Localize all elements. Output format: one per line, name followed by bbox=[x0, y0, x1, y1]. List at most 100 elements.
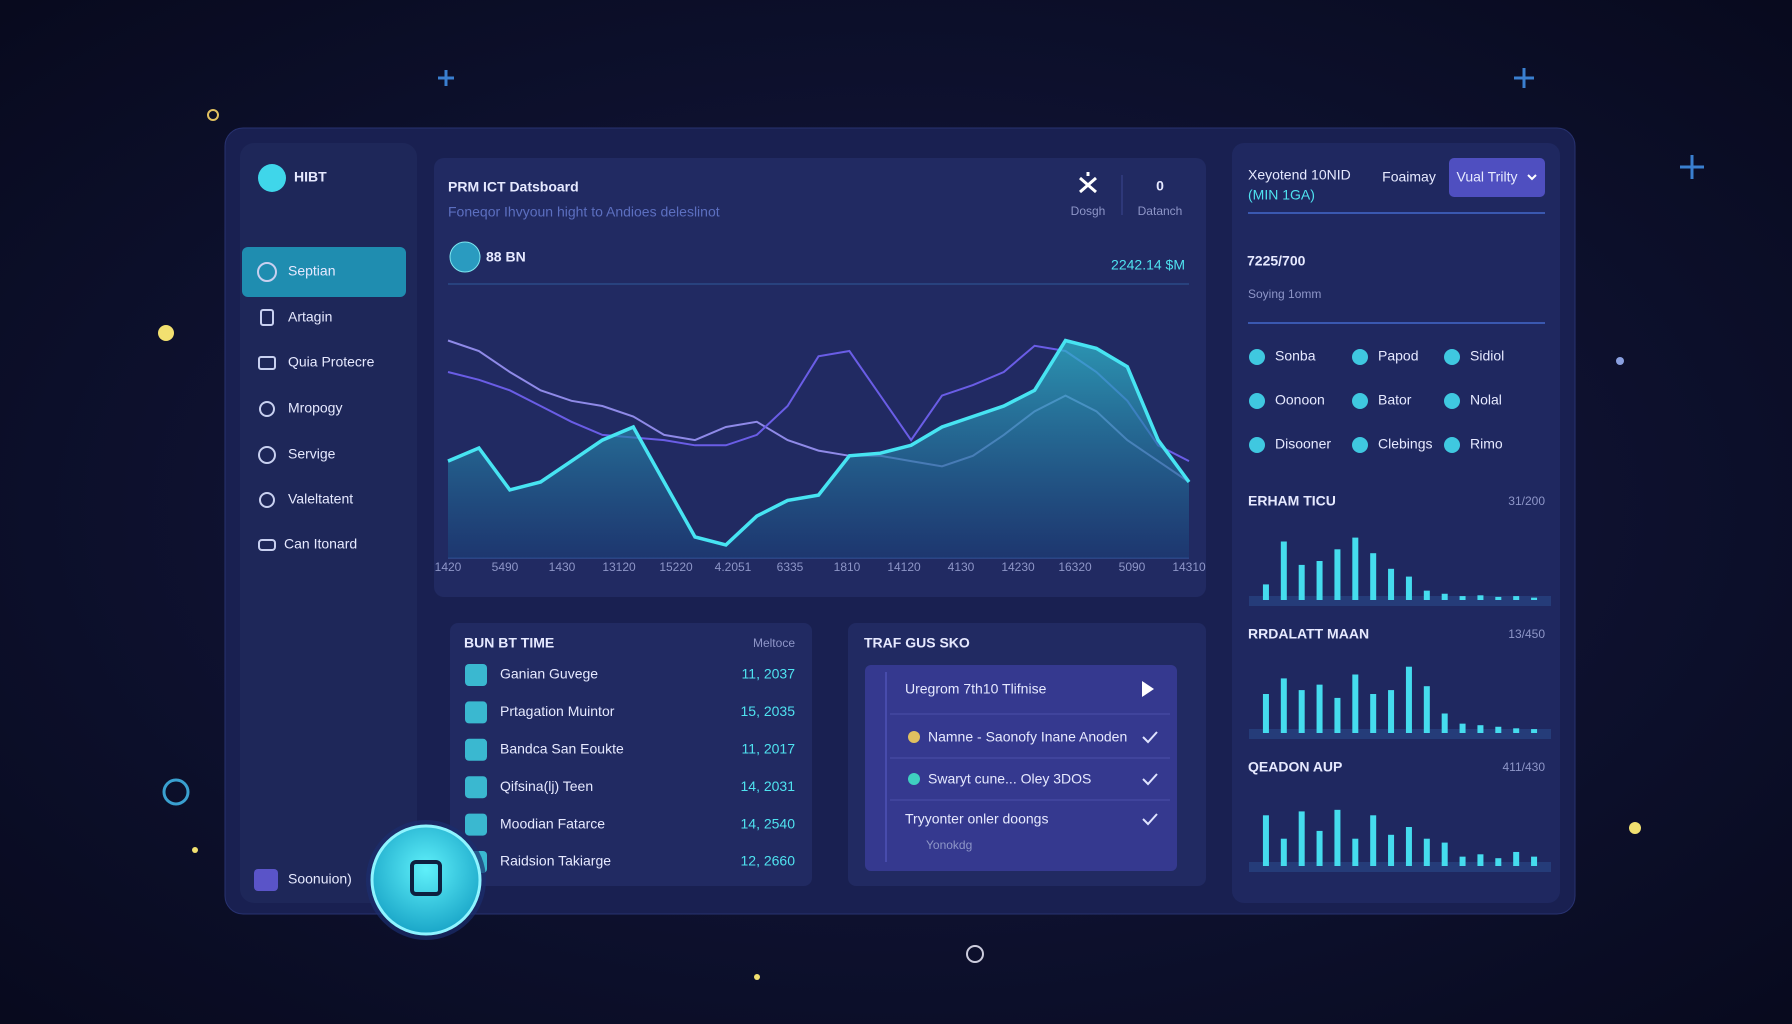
bar bbox=[1513, 728, 1520, 733]
feature-icon bbox=[1249, 437, 1265, 453]
headline: 88 BN bbox=[486, 249, 526, 265]
counter-label: Datanch bbox=[1138, 204, 1183, 218]
x-tick-label: 4.2051 bbox=[715, 560, 752, 574]
feature-icon bbox=[1444, 349, 1460, 365]
feature-label: Papod bbox=[1378, 348, 1418, 364]
line bbox=[447, 338, 1191, 547]
bar bbox=[1352, 674, 1359, 733]
nav-item[interactable]: Quia Protecre bbox=[288, 354, 375, 370]
counter[interactable]: 0 bbox=[1156, 178, 1164, 194]
decor bbox=[158, 68, 1704, 980]
x-tick-label: 14310 bbox=[1172, 560, 1206, 574]
bar bbox=[1477, 854, 1484, 866]
traffic-panel bbox=[865, 665, 1177, 871]
bar bbox=[1405, 576, 1412, 600]
bar-chart-title: QEADON AUP bbox=[1248, 759, 1342, 775]
feature-label: Oonoon bbox=[1275, 392, 1325, 408]
x-tick-label: 15220 bbox=[659, 560, 693, 574]
nav-item[interactable]: Artagin bbox=[288, 309, 332, 325]
feature-icon bbox=[1444, 437, 1460, 453]
bar bbox=[1262, 584, 1269, 600]
x-tick-label: 5090 bbox=[1119, 560, 1146, 574]
x-tick-label: 6335 bbox=[777, 560, 804, 574]
feature-icon bbox=[1444, 393, 1460, 409]
row-value: 14, 2031 bbox=[741, 778, 796, 794]
bar-chart-note: 411/430 bbox=[1503, 760, 1546, 774]
bar bbox=[1441, 842, 1448, 866]
bar bbox=[1388, 568, 1395, 600]
area bbox=[448, 340, 1189, 558]
brand-logo bbox=[258, 164, 286, 192]
item-icon bbox=[908, 773, 920, 785]
play-icon[interactable] bbox=[1142, 681, 1154, 697]
bar bbox=[1280, 541, 1287, 600]
filter-label: Foaimay bbox=[1382, 169, 1436, 185]
feature-icon bbox=[1249, 393, 1265, 409]
bar-chart-title: ERHAM TICU bbox=[1248, 493, 1336, 509]
nav-item[interactable]: Valeltatent bbox=[288, 491, 353, 507]
feature-icon bbox=[1249, 349, 1265, 365]
traffic-item[interactable]: Uregrom 7th10 Tlifnise bbox=[905, 681, 1047, 697]
bar bbox=[1280, 838, 1287, 866]
bar-charts: ERHAM TICU 31/200 RRDALATT MAAN 13/450 QEADO… bbox=[1248, 493, 1551, 872]
bar bbox=[1388, 690, 1395, 733]
nav-item[interactable]: Septian bbox=[288, 263, 335, 279]
nav-item[interactable]: Servige bbox=[288, 446, 336, 462]
traffic-item[interactable]: Namne - Saonofy Inane Anoden bbox=[928, 729, 1127, 745]
bar bbox=[1495, 858, 1502, 866]
headline-icon bbox=[449, 241, 481, 273]
row-value: 15, 2035 bbox=[741, 703, 796, 719]
x-tick-label: 14230 bbox=[1001, 560, 1035, 574]
feature-icon bbox=[1352, 437, 1368, 453]
nav-item[interactable]: Mropogy bbox=[288, 400, 342, 416]
row-name: Qifsina(lj) Teen bbox=[500, 778, 593, 794]
history-column: Meltoce bbox=[753, 636, 795, 650]
feature-label: Sonba bbox=[1275, 348, 1316, 364]
line-chart: 1420 5490 1430 13120 15220 4.2051 6335 1810 1412… bbox=[435, 338, 1206, 574]
dropdown-label[interactable]: Vual Trilty bbox=[1457, 169, 1518, 185]
bar-floor bbox=[1249, 862, 1551, 872]
bar bbox=[1334, 549, 1341, 600]
summary-total: 7225/700 bbox=[1247, 253, 1306, 269]
bar bbox=[1334, 809, 1341, 866]
nav-item[interactable]: Can Itonard bbox=[284, 536, 357, 552]
feature-icon bbox=[1352, 393, 1368, 409]
feature-label: Bator bbox=[1378, 392, 1412, 408]
row-value: 14, 2540 bbox=[741, 815, 796, 831]
bar bbox=[1280, 678, 1287, 733]
bar bbox=[1459, 723, 1466, 733]
row-icon bbox=[465, 738, 487, 761]
summary-card bbox=[1232, 143, 1560, 903]
bar bbox=[1531, 729, 1538, 733]
traffic-item[interactable]: Swaryt cune... Oley 3DOS bbox=[928, 771, 1091, 787]
feature-label: Clebings bbox=[1378, 436, 1432, 452]
x-tick-label: 16320 bbox=[1058, 560, 1092, 574]
sidebar-footer[interactable]: Soonuion) bbox=[288, 871, 352, 887]
bar bbox=[1405, 827, 1412, 866]
bar bbox=[1531, 597, 1538, 600]
fab[interactable] bbox=[370, 824, 482, 936]
traffic-item[interactable]: Tryyonter onler doongs bbox=[905, 811, 1048, 827]
row-icon bbox=[465, 664, 487, 686]
row-name: Bandca San Eoukte bbox=[500, 741, 624, 757]
row-name: Raidsion Takiarge bbox=[500, 853, 611, 869]
bar bbox=[1441, 593, 1448, 600]
bar bbox=[1459, 596, 1466, 600]
traffic-note: Yonokdg bbox=[926, 838, 972, 852]
feature-grid: Sonba Papod Sidiol Oonoon Bator Nolal Disooner… bbox=[1249, 348, 1504, 453]
brand: HIBT bbox=[294, 169, 327, 185]
x-tick-label: 5490 bbox=[492, 560, 519, 574]
feature-icon bbox=[1352, 349, 1368, 365]
bar bbox=[1262, 815, 1269, 866]
dropdown-caret bbox=[1527, 174, 1537, 181]
feature-label: Disooner bbox=[1275, 436, 1331, 452]
action-icon[interactable] bbox=[1079, 172, 1097, 194]
fab-icon bbox=[410, 860, 442, 896]
nav-active[interactable] bbox=[242, 247, 406, 297]
bar bbox=[1352, 537, 1359, 600]
dropdown[interactable] bbox=[1449, 158, 1545, 197]
row-name: Prtagation Muintor bbox=[500, 703, 615, 719]
chart-title: PRM ICT Datsboard bbox=[448, 179, 579, 195]
bar-floor bbox=[1249, 596, 1551, 606]
